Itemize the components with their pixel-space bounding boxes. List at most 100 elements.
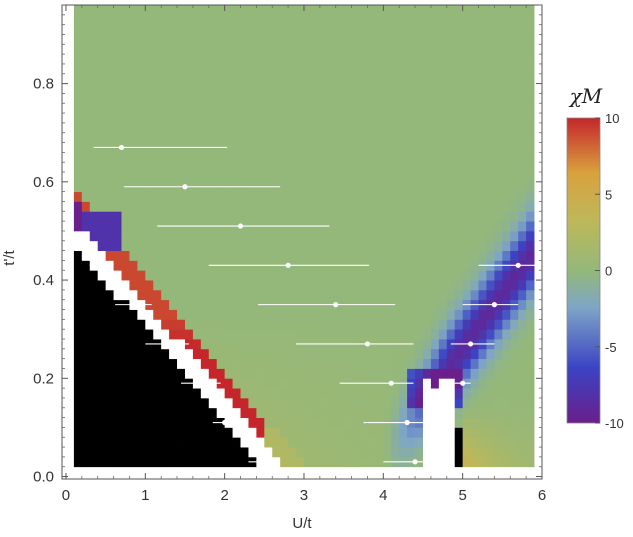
heatmap-cell xyxy=(446,181,456,193)
heatmap-cell xyxy=(518,181,527,193)
heatmap-cell xyxy=(216,339,226,350)
heatmap-cell xyxy=(264,63,273,75)
heatmap-cell xyxy=(351,368,360,379)
heatmap-cell xyxy=(177,152,186,163)
heatmap-cell xyxy=(184,250,194,261)
heatmap-cell xyxy=(169,93,178,104)
heatmap-cell xyxy=(422,299,432,310)
heatmap-cell xyxy=(177,172,186,183)
heatmap-cell xyxy=(391,358,400,369)
heatmap-cell xyxy=(351,250,360,261)
heatmap-cell xyxy=(129,417,138,428)
heatmap-cell xyxy=(105,44,114,55)
heatmap-cell xyxy=(430,221,440,232)
heatmap-cell xyxy=(224,427,233,438)
heatmap-cell xyxy=(121,427,130,438)
heatmap-cell xyxy=(438,289,448,301)
heatmap-cell xyxy=(248,309,257,320)
heatmap-cell xyxy=(137,122,146,134)
heatmap-cell xyxy=(359,329,368,340)
heatmap-cell xyxy=(407,113,416,124)
heatmap-cell xyxy=(216,250,226,261)
heatmap-cell xyxy=(121,162,130,173)
heatmap-cell xyxy=(351,54,360,65)
heatmap-cell xyxy=(470,34,479,45)
heatmap-cell xyxy=(391,122,400,134)
heatmap-cell xyxy=(153,388,162,399)
heatmap-cell xyxy=(105,181,114,193)
heatmap-cell xyxy=(81,289,91,301)
heatmap-cell xyxy=(129,24,138,35)
heatmap-cell xyxy=(327,172,337,183)
heatmap-cell xyxy=(145,93,154,104)
heatmap-cell xyxy=(81,211,91,222)
heatmap-cell xyxy=(280,34,289,45)
heatmap-cell xyxy=(113,152,122,163)
heatmap-cell xyxy=(73,299,83,310)
heatmap-cell xyxy=(303,447,313,458)
heatmap-cell xyxy=(264,427,273,438)
heatmap-cell xyxy=(153,230,162,242)
heatmap-cell xyxy=(113,309,122,320)
heatmap-cell xyxy=(430,103,440,114)
heatmap-cell xyxy=(359,407,368,418)
heatmap-cell xyxy=(280,319,289,330)
heatmap-cell xyxy=(73,348,83,360)
heatmap-cell xyxy=(518,54,527,65)
heatmap-cell xyxy=(169,348,178,360)
heatmap-cell xyxy=(319,5,329,16)
heatmap-cell xyxy=(383,14,392,26)
heatmap-cell xyxy=(470,319,479,330)
heatmap-cell xyxy=(367,132,376,143)
heatmap-cell xyxy=(335,280,345,291)
heatmap-cell xyxy=(192,388,202,399)
heatmap-cell xyxy=(470,407,479,418)
heatmap-cell xyxy=(415,211,424,222)
heatmap-cell xyxy=(430,270,440,281)
heatmap-cell xyxy=(177,397,186,409)
heatmap-cell xyxy=(280,63,289,75)
heatmap-cell xyxy=(272,437,281,448)
heatmap-cell xyxy=(105,368,114,379)
heatmap-cell xyxy=(129,54,138,65)
heatmap-cell xyxy=(280,132,289,143)
heatmap-cell xyxy=(407,289,416,301)
heatmap-cell xyxy=(224,230,233,242)
heatmap-cell xyxy=(232,407,241,418)
heatmap-cell xyxy=(351,5,360,16)
heatmap-cell xyxy=(367,142,376,153)
heatmap-cell xyxy=(327,122,337,134)
heatmap-cell xyxy=(169,397,178,409)
heatmap-cell xyxy=(224,270,233,281)
heatmap-cell xyxy=(367,63,376,75)
heatmap-cell xyxy=(81,250,91,261)
heatmap-cell xyxy=(311,329,321,340)
heatmap-cell xyxy=(335,103,345,114)
heatmap-cell xyxy=(153,407,162,418)
heatmap-cell xyxy=(216,289,226,301)
heatmap-cell xyxy=(145,34,154,45)
heatmap-cell xyxy=(367,260,376,271)
heatmap-cell xyxy=(184,152,194,163)
heatmap-cell xyxy=(216,230,226,242)
heatmap-cell xyxy=(518,289,527,301)
heatmap-cell xyxy=(430,113,440,124)
heatmap-cell xyxy=(264,191,273,202)
heatmap-cell xyxy=(391,181,400,193)
heatmap-cell xyxy=(399,152,408,163)
heatmap-cell xyxy=(240,388,249,399)
heatmap-cell xyxy=(407,299,416,310)
heatmap-cell xyxy=(216,368,226,379)
heatmap-cell xyxy=(422,260,432,271)
heatmap-cell xyxy=(367,427,376,438)
heatmap-cell xyxy=(224,280,233,291)
heatmap-cell xyxy=(446,191,456,202)
heatmap-cell xyxy=(486,113,495,124)
heatmap-cell xyxy=(153,24,162,35)
heatmap-cell xyxy=(430,181,440,193)
heatmap-cell xyxy=(399,14,408,26)
heatmap-cell xyxy=(129,162,138,173)
heatmap-cell xyxy=(184,397,194,409)
heatmap-cell xyxy=(288,44,297,55)
heatmap-cell xyxy=(89,329,99,340)
